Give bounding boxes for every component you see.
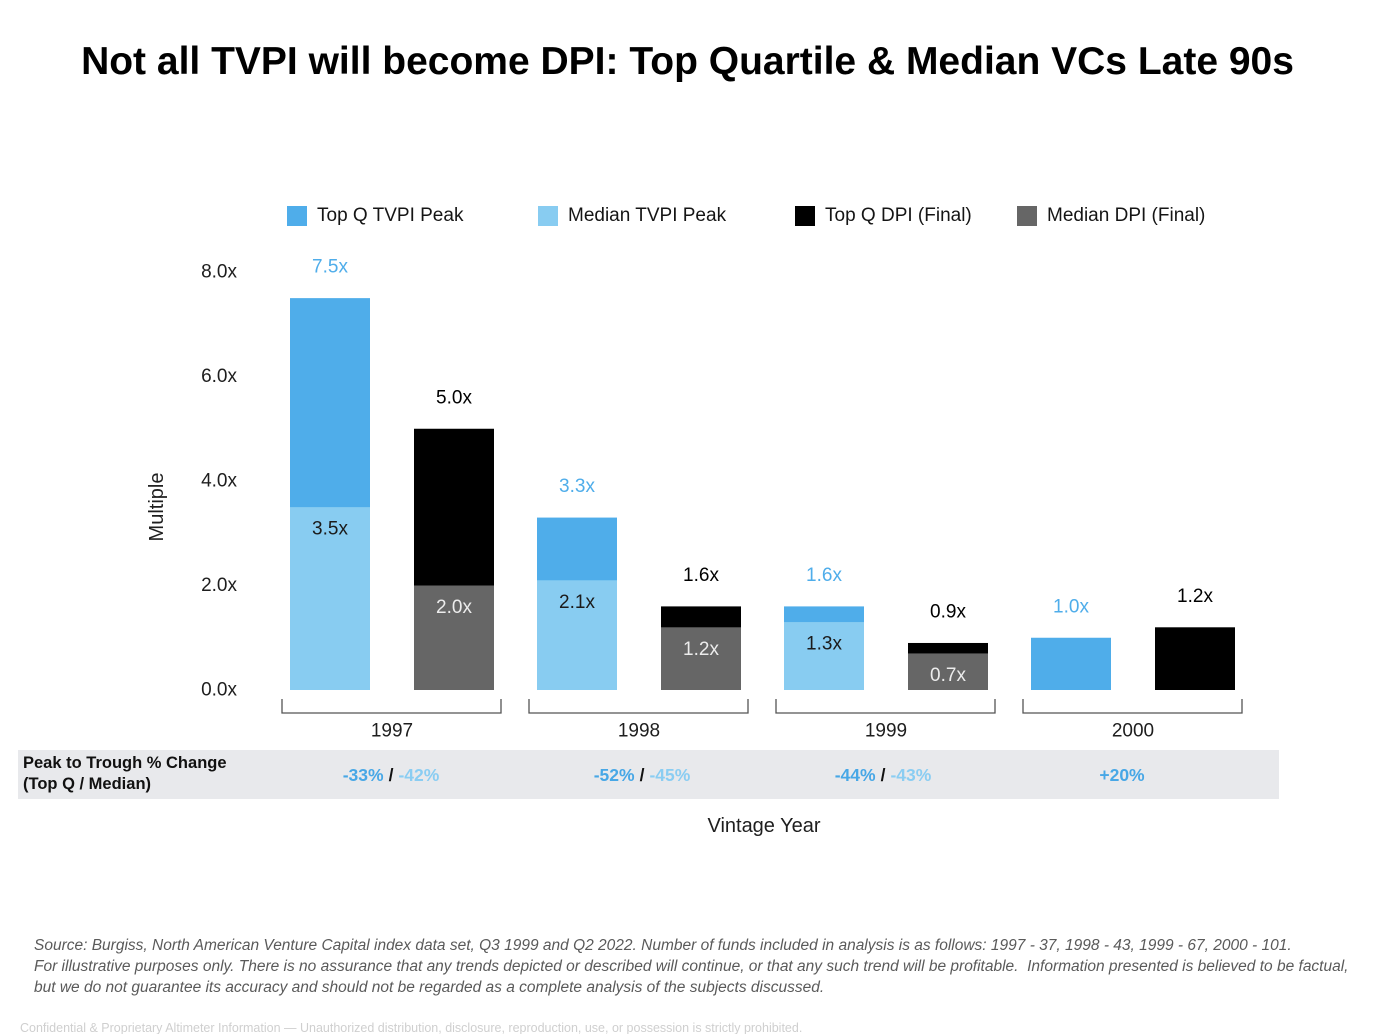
legend-label: Median TVPI Peak [568, 205, 727, 226]
value-label-2000-top-q-dpi-final: 1.2x [1177, 586, 1213, 607]
source-note: Source: Burgiss, North American Venture … [34, 937, 1292, 954]
x-category-label-2000: 2000 [1112, 721, 1154, 742]
bar-1997-median-tvpi-peak [290, 507, 370, 690]
confidential-footer: Confidential & Proprietary Altimeter Inf… [20, 1021, 803, 1034]
legend-label: Top Q DPI (Final) [825, 205, 972, 226]
peak-to-trough-top-q: -52% [593, 765, 635, 785]
legend-swatch-top-q-tvpi-peak [287, 206, 307, 226]
value-label-1999-top-q-tvpi-peak: 1.6x [806, 565, 842, 586]
value-label-1999-top-q-dpi-final: 0.9x [930, 601, 966, 622]
value-label-1998-median-dpi-final: 1.2x [683, 639, 719, 660]
y-tick-label: 4.0x [201, 471, 237, 492]
x-category-label-1997: 1997 [371, 721, 413, 742]
peak-to-trough-label-line2: (Top Q / Median) [23, 775, 152, 793]
y-tick-label: 2.0x [201, 575, 237, 596]
peak-to-trough-separator: / [388, 765, 394, 785]
value-label-1997-top-q-dpi-final: 5.0x [436, 387, 472, 408]
peak-to-trough-label: Peak to Trough % Change (Top Q / Median) [23, 753, 227, 795]
value-label-1999-median-tvpi-peak: 1.3x [806, 634, 842, 655]
legend-item-median-tvpi-peak: Median TVPI Peak [538, 204, 726, 228]
legend-swatch-median-dpi-final [1017, 206, 1037, 226]
x-axis-title: Vintage Year [707, 815, 821, 837]
peak-to-trough-band [18, 750, 1279, 799]
bar-1998-median-dpi-final [661, 627, 741, 690]
x-group-bracket-2000 [1022, 699, 1243, 714]
peak-to-trough-top-q: -44% [834, 765, 876, 785]
peak-to-trough-1999: -44% / -43% [835, 764, 932, 786]
peak-to-trough-top-q: -33% [342, 765, 384, 785]
bar-1999-median-dpi-final [908, 653, 988, 690]
value-label-1998-top-q-dpi-final: 1.6x [683, 565, 719, 586]
legend-item-median-dpi-final: Median DPI (Final) [1017, 204, 1205, 228]
x-group-bracket-1997 [281, 699, 502, 714]
value-label-1997-median-tvpi-peak: 3.5x [312, 519, 348, 540]
legend-swatch-top-q-dpi-final [795, 206, 815, 226]
x-category-label-1999: 1999 [865, 721, 907, 742]
peak-to-trough-median: -45% [649, 765, 691, 785]
peak-to-trough-median: -43% [890, 765, 932, 785]
disclaimer-line2: but we do not guarantee its accuracy and… [34, 979, 825, 996]
x-group-bracket-1998 [528, 699, 749, 714]
bar-1997-median-dpi-final [414, 585, 494, 690]
legend-swatch-median-tvpi-peak [538, 206, 558, 226]
bar-chart: 0.0x 2.0x 4.0x 6.0x 8.0x 7.5x 3.5x 5.0x 2.0x 1997… [201, 257, 1243, 742]
legend-label: Top Q TVPI Peak [317, 205, 464, 226]
peak-to-trough-top-q: +20% [1099, 765, 1145, 785]
legend-item-top-q-dpi-final: Top Q DPI (Final) [795, 204, 972, 228]
chart-title: Not all TVPI will become DPI: Top Quarti… [81, 40, 1294, 83]
value-label-1998-median-tvpi-peak: 2.1x [559, 592, 595, 613]
peak-to-trough-label-line1: Peak to Trough % Change [23, 754, 227, 772]
peak-to-trough-1998: -52% / -45% [594, 764, 691, 786]
disclaimer-line1: For illustrative purposes only. There is… [34, 958, 1349, 975]
value-label-1997-median-dpi-final: 2.0x [436, 597, 472, 618]
peak-to-trough-separator: / [880, 765, 886, 785]
peak-to-trough-separator: / [639, 765, 645, 785]
peak-to-trough-median: -42% [398, 765, 440, 785]
x-category-label-1998: 1998 [618, 721, 660, 742]
value-label-1998-top-q-tvpi-peak: 3.3x [559, 476, 595, 497]
y-tick-label: 0.0x [201, 680, 237, 701]
peak-to-trough-1997: -33% / -42% [343, 764, 440, 786]
value-label-2000-top-q-tvpi-peak: 1.0x [1053, 596, 1089, 617]
x-group-bracket-1999 [775, 699, 996, 714]
bar-2000-top-q-tvpi-peak [1031, 637, 1111, 690]
peak-to-trough-2000: +20% [1099, 764, 1144, 786]
value-label-1997-top-q-tvpi-peak: 7.5x [312, 257, 348, 278]
y-tick-label: 8.0x [201, 262, 237, 283]
bar-1999-median-tvpi-peak [784, 622, 864, 690]
y-tick-label: 6.0x [201, 366, 237, 387]
value-label-1999-median-dpi-final: 0.7x [930, 665, 966, 686]
legend-label: Median DPI (Final) [1047, 205, 1206, 226]
bar-1998-median-tvpi-peak [537, 580, 617, 690]
legend-item-top-q-tvpi-peak: Top Q TVPI Peak [287, 204, 463, 228]
bar-2000-top-q-dpi-final [1155, 627, 1235, 690]
footnotes: Source: Burgiss, North American Venture … [34, 935, 1348, 998]
